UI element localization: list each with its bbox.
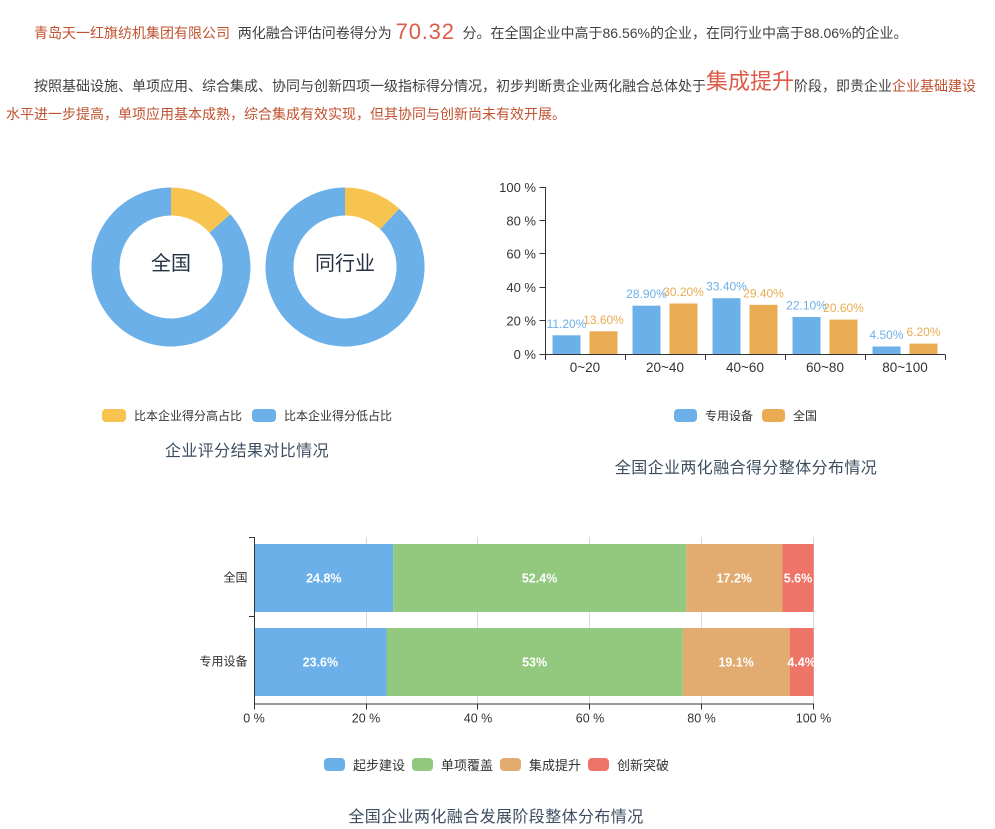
- svg-text:20 %: 20 %: [506, 314, 536, 329]
- svg-text:100 %: 100 %: [796, 712, 831, 726]
- svg-text:80 %: 80 %: [687, 712, 716, 726]
- svg-text:11.20%: 11.20%: [547, 317, 587, 331]
- svg-text:同行业: 同行业: [315, 252, 375, 275]
- svg-text:28.90%: 28.90%: [626, 287, 667, 301]
- svg-text:0 %: 0 %: [514, 347, 537, 362]
- svg-text:4.50%: 4.50%: [869, 328, 903, 342]
- svg-text:4.4%: 4.4%: [787, 656, 816, 670]
- svg-text:40 %: 40 %: [506, 280, 536, 295]
- svg-text:0~20: 0~20: [570, 360, 600, 375]
- svg-text:20.60%: 20.60%: [823, 301, 864, 315]
- svg-text:6.20%: 6.20%: [906, 325, 940, 339]
- svg-text:22.10%: 22.10%: [786, 299, 827, 313]
- svg-text:19.1%: 19.1%: [718, 656, 753, 670]
- svg-text:80~100: 80~100: [882, 360, 927, 375]
- svg-text:20 %: 20 %: [352, 712, 381, 726]
- svg-text:60~80: 60~80: [806, 360, 844, 375]
- svg-text:30.20%: 30.20%: [663, 285, 704, 299]
- svg-text:全国: 全国: [223, 570, 247, 585]
- svg-text:5.6%: 5.6%: [784, 572, 813, 586]
- svg-text:20~40: 20~40: [646, 360, 684, 375]
- svg-text:24.8%: 24.8%: [306, 572, 341, 586]
- svg-text:80 %: 80 %: [506, 213, 536, 228]
- svg-text:13.60%: 13.60%: [583, 313, 624, 327]
- svg-text:23.6%: 23.6%: [303, 656, 338, 670]
- svg-text:40 %: 40 %: [464, 712, 493, 726]
- svg-text:专用设备: 专用设备: [199, 654, 247, 669]
- svg-text:29.40%: 29.40%: [743, 286, 784, 300]
- svg-text:60 %: 60 %: [576, 712, 605, 726]
- svg-text:40~60: 40~60: [726, 360, 764, 375]
- svg-text:52.4%: 52.4%: [522, 572, 557, 586]
- svg-text:100 %: 100 %: [499, 180, 536, 195]
- svg-text:0 %: 0 %: [243, 712, 265, 726]
- svg-text:60 %: 60 %: [506, 247, 536, 262]
- svg-text:17.2%: 17.2%: [716, 572, 751, 586]
- svg-text:全国: 全国: [151, 252, 191, 275]
- svg-text:33.40%: 33.40%: [706, 280, 747, 294]
- svg-text:53%: 53%: [522, 656, 547, 670]
